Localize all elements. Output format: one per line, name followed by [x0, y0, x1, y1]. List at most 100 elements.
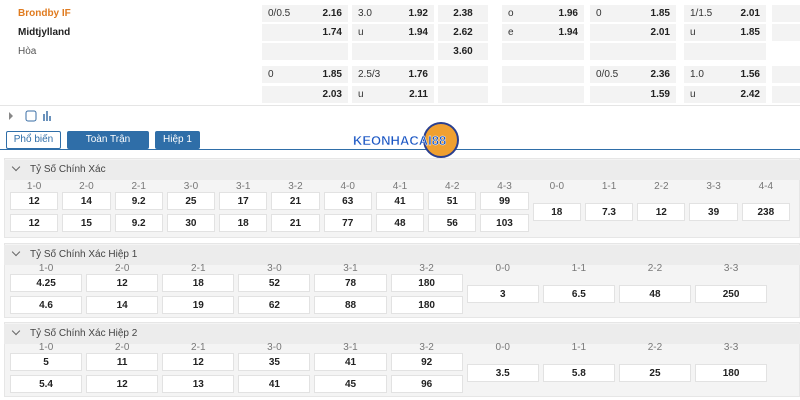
odds-box[interactable]: 19	[162, 296, 235, 314]
odds-box[interactable]: 78	[314, 274, 387, 292]
odds-box[interactable]: 180	[390, 296, 463, 314]
section-title: Tỷ Số Chính Xác	[30, 164, 106, 175]
odds-box[interactable]: 25	[166, 192, 216, 210]
score-header: 3-1	[235, 181, 251, 192]
tab[interactable]: Phổ biến	[6, 131, 61, 149]
odds-box[interactable]: 52	[238, 274, 311, 292]
odds-box[interactable]: 41	[238, 375, 311, 393]
odds-box[interactable]: 63	[323, 192, 372, 210]
odds-cell[interactable]: 2.5/3 1.76	[352, 66, 434, 83]
odds-box[interactable]: 35	[238, 353, 311, 371]
score-header: 3-0	[267, 342, 282, 353]
list-icon[interactable]	[25, 110, 37, 122]
odds-value: 1.76	[408, 69, 428, 80]
odds-box[interactable]: 18	[162, 274, 235, 292]
odds-cell[interactable]: u 2.11	[352, 86, 434, 103]
odds-box[interactable]: 30	[166, 214, 216, 232]
odds-box[interactable]: 25	[618, 364, 692, 382]
section-header	[4, 324, 800, 344]
odds-box[interactable]: 3	[466, 285, 539, 303]
score-header: 4-0	[340, 181, 355, 192]
odds-box[interactable]: 5.4	[10, 375, 83, 393]
odds-box[interactable]: 99	[480, 192, 529, 210]
odds-cell	[502, 86, 584, 103]
score-header: 3-0	[183, 181, 199, 192]
odds-box[interactable]: 51	[428, 192, 477, 210]
odds-box[interactable]: 17	[219, 192, 268, 210]
odds-box[interactable]: 14	[62, 192, 111, 210]
odds-box[interactable]: 238	[741, 203, 790, 221]
odds-box[interactable]: 6.5	[542, 285, 615, 303]
odds-box[interactable]: 14	[86, 296, 159, 314]
odds-cell[interactable]: 2.01	[590, 24, 676, 41]
odds-cell[interactable]: 3.0 1.92	[352, 5, 434, 22]
odds-box[interactable]: 39	[689, 203, 738, 221]
odds-cell[interactable]: o 1.96	[502, 5, 584, 22]
play-icon[interactable]	[9, 112, 13, 120]
odds-box[interactable]: 4.25	[10, 274, 83, 292]
odds-box[interactable]: 77	[323, 214, 372, 232]
tab[interactable]: Toàn Trận	[67, 131, 149, 149]
odds-box[interactable]: 12	[637, 203, 686, 221]
odds-box[interactable]: 9.2	[114, 214, 163, 232]
odds-box[interactable]: 18	[532, 203, 581, 221]
odds-box[interactable]: 180	[390, 274, 463, 292]
odds-box[interactable]: 21	[271, 214, 320, 232]
odds-box[interactable]: 62	[238, 296, 311, 314]
section-header	[4, 245, 800, 265]
odds-cell[interactable]: 3.60	[438, 43, 488, 60]
odds-box[interactable]: 88	[314, 296, 387, 314]
odds-box[interactable]: 4.6	[10, 296, 83, 314]
chart-icon[interactable]	[43, 111, 51, 121]
odds-cell[interactable]: 1.59	[590, 86, 676, 103]
odds-box[interactable]: 3.5	[466, 364, 539, 382]
odds-box[interactable]: 12	[10, 214, 59, 232]
odds-box[interactable]: 12	[162, 353, 235, 371]
tab[interactable]: Hiệp 1	[155, 131, 200, 149]
odds-box[interactable]: 180	[695, 364, 768, 382]
odds-box[interactable]: 103	[480, 214, 529, 232]
score-header: 0-0	[495, 263, 510, 274]
odds-box[interactable]: 12	[10, 192, 59, 210]
odds-cell[interactable]: 0 1.85	[590, 5, 676, 22]
odds-box[interactable]: 48	[618, 285, 692, 303]
odds-box[interactable]: 41	[314, 353, 387, 371]
odds-cell[interactable]: 0/0.5 2.16	[262, 5, 348, 22]
odds-cell[interactable]: u 1.85	[684, 24, 766, 41]
odds-cell[interactable]: 2.03	[262, 86, 348, 103]
odds-value: 1.94	[408, 27, 428, 38]
odds-cell[interactable]: 1.74	[262, 24, 348, 41]
odds-box[interactable]: 56	[428, 214, 477, 232]
odds-cell[interactable]: 1/1.5 2.01	[684, 5, 766, 22]
odds-cell[interactable]: 0/0.5 2.36	[590, 66, 676, 83]
odds-box[interactable]: 48	[375, 214, 425, 232]
odds-box[interactable]: 11	[86, 353, 159, 371]
odds-box[interactable]: 13	[162, 375, 235, 393]
odds-cell[interactable]: u 1.94	[352, 24, 434, 41]
odds-cell[interactable]: 1.0 1.56	[684, 66, 766, 83]
odds-box[interactable]: 5.8	[542, 364, 615, 382]
odds-cell[interactable]: e 1.94	[502, 24, 584, 41]
odds-box[interactable]: 9.2	[114, 192, 163, 210]
score-header: 1-0	[38, 263, 54, 274]
odds-box[interactable]: 5	[10, 353, 83, 371]
odds-box[interactable]: 250	[695, 285, 768, 303]
odds-box[interactable]: 18	[219, 214, 268, 232]
odds-box[interactable]: 92	[390, 353, 463, 371]
odds-cell[interactable]: 2.38	[438, 5, 488, 22]
odds-box[interactable]: 21	[271, 192, 320, 210]
score-header: 3-0	[267, 263, 282, 274]
odds-cell[interactable]: 0 1.85	[262, 66, 348, 83]
odds-box[interactable]: 41	[375, 192, 425, 210]
odds-box[interactable]: 12	[86, 274, 159, 292]
odds-cell[interactable]: u 2.42	[684, 86, 766, 103]
odds-box[interactable]: 45	[314, 375, 387, 393]
odds-box[interactable]: 15	[62, 214, 111, 232]
score-header: 2-1	[131, 181, 146, 192]
odds-box[interactable]: 7.3	[584, 203, 634, 221]
odds-box[interactable]: 12	[86, 375, 159, 393]
odds-cell[interactable]: 2.62	[438, 24, 488, 41]
odds-box[interactable]: 96	[390, 375, 463, 393]
score-header: 4-3	[497, 181, 512, 192]
